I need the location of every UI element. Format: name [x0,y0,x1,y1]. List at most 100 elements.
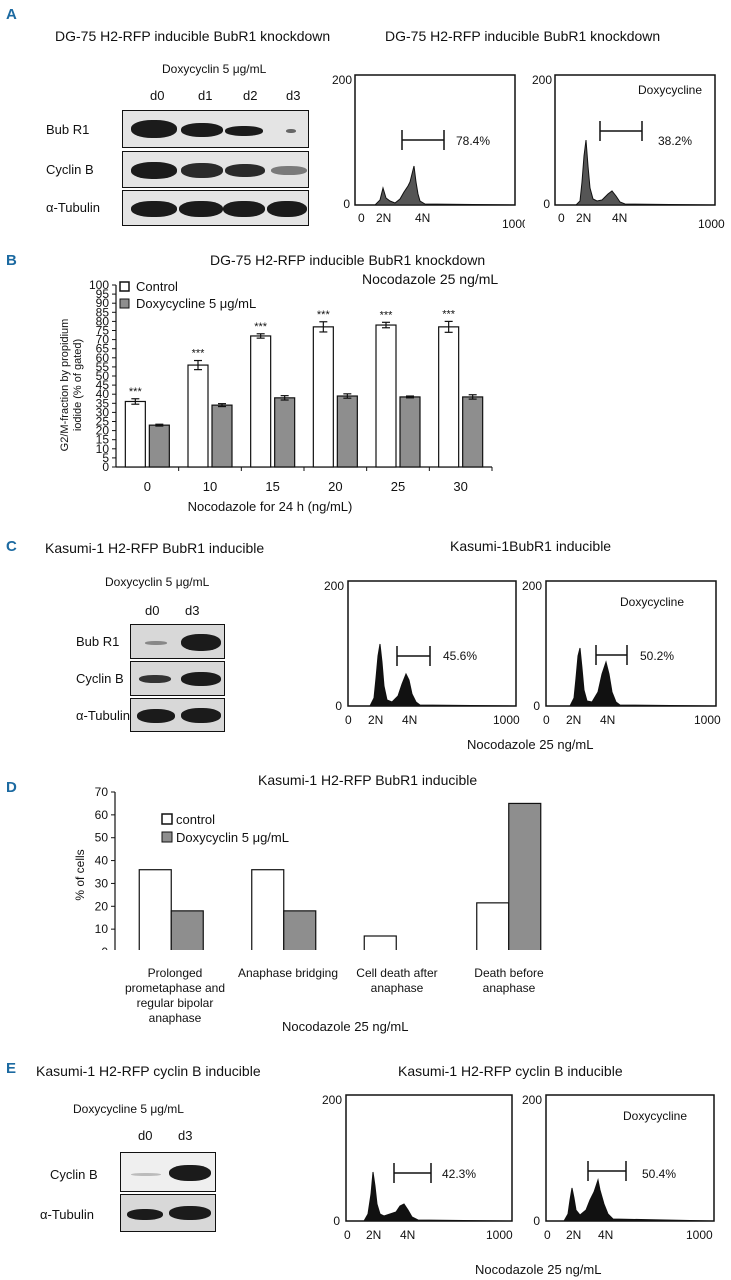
western-blot-bubr1-c [130,624,225,659]
category-label: Prolonged prometaphase and regular bipol… [124,966,226,1025]
y-tick-label: 30 [95,876,109,890]
western-blot-cyclinb-c [130,661,225,696]
y-tick-label: 20 [96,424,110,438]
y-tick-label: 40 [96,387,110,401]
bar-doxycyclin [508,802,542,950]
hist-2n: 2N [566,1228,581,1242]
hist-2n: 2N [376,211,391,225]
hist-condition-tag: Doxycycline [638,83,702,97]
blot-row-label: Bub R1 [76,634,120,649]
hist-x0: 0 [558,211,565,225]
y-tick-label: 25 [96,415,110,429]
bar-control [187,364,209,468]
legend-label: control [176,812,215,827]
hist-x0: 0 [544,1228,551,1242]
bar-control [363,935,397,950]
lane-label: d3 [286,88,301,103]
western-blot-tubulin-c [130,698,225,732]
panel-d-title: Kasumi-1 H2-RFP BubR1 inducible [258,772,478,788]
x-tick-label: 20 [328,479,342,494]
blot-row-label: α-Tubulin [46,200,100,215]
panel-b-subtitle: Nocodazole 25 ng/mL [362,271,499,287]
hist-ymax: 200 [322,1093,342,1107]
panel-label-a: A [6,6,17,23]
hist-xmax: 1000 [486,1228,513,1242]
y-tick-label: 35 [96,396,110,410]
y-tick-label: 55 [96,360,110,374]
bar-chart-d: % of cells control Doxycyclin 5 μg/mL 0 1… [73,785,542,950]
bar-doxycycline [336,395,358,468]
blot-row-label: α-Tubulin [76,708,130,723]
bar-control [138,869,172,950]
y-tick-label: 90 [96,296,110,310]
hist-x0: 0 [344,1228,351,1242]
panel-a-blot-title: DG-75 H2-RFP inducible BubR1 knockdown [55,28,331,44]
lane-label: d3 [178,1128,193,1143]
bar-doxycycline [211,404,233,468]
blot-row-label: Cyclin B [76,671,124,686]
bar-chart-b: G2/M-fraction by propidium iodide (% of … [59,278,493,514]
y-tick-label: 60 [95,808,109,822]
hist-y0: 0 [343,197,350,211]
hist-2n: 2N [576,211,591,225]
bar-control [312,326,334,468]
significance-marker: *** [380,309,394,321]
hist-ymax: 200 [522,579,542,593]
x-tick-label: 30 [453,479,467,494]
panel-d-footer: Nocodazole 25 ng/mL [282,1019,409,1034]
hist-xmax: 1000 [686,1228,713,1242]
hist-y0: 0 [335,699,342,713]
lane-label: d3 [185,603,200,618]
y-tick-label: 10 [96,442,110,456]
y-tick-label: 5 [102,451,109,465]
panel-e-flow-title: Kasumi-1 H2-RFP cyclin B inducible [398,1063,623,1079]
y-tick-label: 0 [102,460,109,474]
bar-doxycycline [399,396,421,468]
hist-x0: 0 [345,713,352,727]
western-blot-bubr1 [122,110,309,148]
hist-xmax: 1000 [694,713,721,727]
hist-ymax: 200 [532,73,552,87]
panel-e-blot-title: Kasumi-1 H2-RFP cyclin B inducible [36,1063,261,1079]
x-tick-label: 10 [203,479,217,494]
significance-marker: *** [254,321,268,333]
significance-marker: *** [192,348,206,360]
panel-c-flow-title: Kasumi-1BubR1 inducible [450,538,612,554]
gate-percentage: 78.4% [456,134,490,148]
panel-e-footer: Nocodazole 25 ng/mL [475,1262,602,1277]
bar-doxycycline [462,396,484,468]
panel-c-blot-title: Kasumi-1 H2-RFP BubR1 inducible [45,540,265,556]
hist-ymax: 200 [522,1093,542,1107]
y-tick-label: 50 [95,831,109,845]
blot-row-label: α-Tubulin [40,1207,94,1222]
bar-control [476,902,510,950]
hist-x0: 0 [543,713,550,727]
hist-2n: 2N [368,713,383,727]
lane-label: d1 [198,88,213,103]
hist-2n: 2N [566,713,581,727]
y-axis-label: G2/M-fraction by propidium [59,319,71,452]
panel-e-treatment: Doxycycline 5 μg/mL [73,1102,184,1116]
hist-4n: 4N [600,713,615,727]
x-tick-label: 25 [391,479,405,494]
bar-control [375,324,397,468]
significance-marker: *** [442,308,456,320]
hist-condition-tag: Doxycycline [623,1109,687,1123]
gate-percentage: 42.3% [442,1167,476,1181]
hist-4n: 4N [402,713,417,727]
category-label: Anaphase bridging [237,966,339,980]
bar-control [124,400,146,468]
gate-percentage: 38.2% [658,134,692,148]
western-blot-tubulin [122,190,309,226]
category-label: Cell death after anaphase [356,966,438,995]
legend-swatch-control [161,813,173,825]
y-tick-label: 50 [96,369,110,383]
blot-row-label: Cyclin B [46,162,94,177]
y-tick-label: 15 [96,433,110,447]
y-tick-label: 65 [96,342,110,356]
flow-histogram-c-doxy: 200 0 Doxycycline 50.2% 0 2N 4N 1000 [522,579,721,727]
y-tick-label: 40 [95,854,109,868]
panel-label-d: D [6,779,17,796]
panel-label-e: E [6,1060,17,1077]
hist-4n: 4N [400,1228,415,1242]
